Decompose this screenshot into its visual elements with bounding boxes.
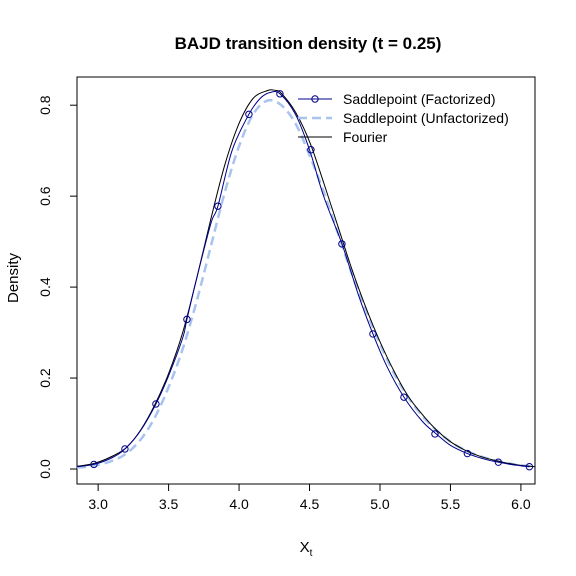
series-layer [76, 89, 536, 471]
x-tick-label: 5.0 [370, 496, 390, 512]
legend: Saddlepoint (Factorized) Saddlepoint (Un… [298, 91, 509, 145]
y-tick-label: 0.0 [37, 459, 53, 479]
x-tick-label: 3.0 [88, 496, 108, 512]
x-tick-label: 4.5 [300, 496, 320, 512]
y-axis: 0.0 0.2 0.4 0.6 0.8 [37, 95, 77, 479]
legend-key-factorized-marker [311, 95, 319, 103]
y-axis-label: Density [5, 252, 22, 303]
x-axis: 3.0 3.5 4.0 4.5 5.0 5.5 6.0 [88, 484, 531, 512]
series-point-factorized [152, 400, 160, 408]
series-point-factorized [121, 445, 129, 453]
legend-label-fourier: Fourier [343, 129, 388, 145]
x-tick-label: 5.5 [441, 496, 461, 512]
series-point-factorized [245, 110, 253, 118]
y-tick-label: 0.6 [37, 186, 53, 206]
x-tick-label: 6.0 [511, 496, 531, 512]
x-tick-label: 3.5 [159, 496, 179, 512]
x-tick-label: 4.0 [229, 496, 249, 512]
x-axis-label-subscript: t [310, 548, 313, 559]
series-line-factorized [76, 90, 530, 468]
series-point-factorized [276, 90, 284, 98]
series-point-factorized [494, 458, 503, 466]
legend-label-unfactorized: Saddlepoint (Unfactorized) [343, 110, 509, 126]
series-point-factorized [369, 330, 377, 338]
y-tick-label: 0.4 [37, 277, 53, 297]
series-point-factorized [183, 315, 191, 324]
series-point-factorized [525, 463, 534, 471]
y-tick-label: 0.2 [37, 368, 53, 388]
series-point-factorized [307, 146, 315, 154]
chart-title: BAJD transition density (t = 0.25) [175, 34, 442, 53]
series-point-factorized [400, 393, 408, 401]
series-point-factorized [214, 202, 222, 210]
series-point-factorized [90, 460, 98, 469]
series-point-factorized [338, 240, 346, 248]
x-axis-label: Xt [300, 539, 313, 559]
x-axis-label-base: X [300, 539, 310, 556]
y-tick-label: 0.8 [37, 95, 53, 115]
legend-label-factorized: Saddlepoint (Factorized) [343, 91, 496, 107]
series-point-factorized [431, 430, 439, 438]
series-point-factorized [463, 449, 472, 458]
plot-area-frame [76, 76, 536, 485]
series-line-fourier [76, 89, 536, 468]
